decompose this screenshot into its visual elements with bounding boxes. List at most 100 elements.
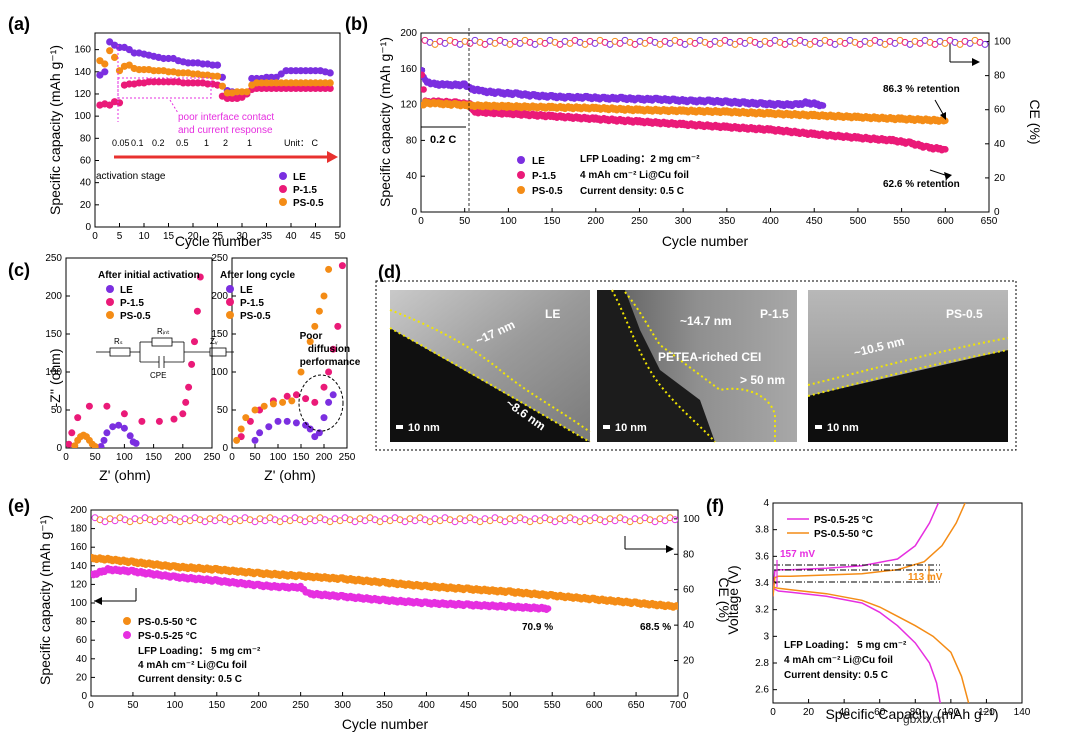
- ce-point: [966, 39, 974, 47]
- data-point: [256, 429, 264, 437]
- data-point: [306, 425, 314, 433]
- y-tick-label: 2.6: [755, 685, 769, 696]
- tem-phase: PETEA-riched CEI: [658, 350, 761, 364]
- ce-point: [916, 39, 924, 47]
- panel-d-frame: [375, 280, 1017, 451]
- data-point: [315, 429, 323, 437]
- x-tick-label: 500: [502, 700, 519, 711]
- ce-point: [661, 517, 669, 525]
- data-marks: [96, 38, 334, 109]
- panel-f-label: (f): [706, 496, 724, 516]
- data-point: [242, 414, 250, 422]
- legend-marker: [226, 311, 234, 319]
- y-tick-label: 4: [763, 498, 769, 509]
- info-line: Current density: 0.5 C: [580, 186, 684, 197]
- ce-point: [431, 40, 439, 48]
- data-point: [297, 368, 305, 376]
- retention-label: 86.3 % retention: [883, 84, 960, 95]
- data-point: [101, 68, 109, 76]
- x-tick-label: 200: [587, 216, 604, 227]
- x-tick-label: 650: [628, 700, 645, 711]
- ce-point: [806, 40, 814, 48]
- data-point: [101, 60, 109, 68]
- cei-boundary: [624, 291, 776, 442]
- data-point: [674, 603, 678, 611]
- rate-label: 0.2: [152, 138, 165, 148]
- ce-point: [476, 518, 484, 526]
- y-tick-label: 3.6: [755, 551, 769, 562]
- cei-boundary: [389, 309, 591, 433]
- rate-label: 0.2 C: [430, 134, 456, 146]
- y2-tick-label: 40: [683, 620, 695, 631]
- retention-label: 62.6 % retention: [883, 179, 960, 190]
- x-tick-label: 120: [978, 707, 995, 718]
- ce-point: [401, 518, 409, 526]
- ce-point: [386, 517, 394, 525]
- ce-point: [716, 39, 724, 47]
- data-point: [132, 439, 140, 447]
- retention-pointer-head: [940, 112, 946, 120]
- ce-point: [931, 40, 939, 48]
- x-tick-label: 15: [163, 231, 175, 242]
- legend-marker: [106, 285, 114, 293]
- y-tick-label: 3.4: [755, 578, 769, 589]
- y-tick-label: 150: [45, 329, 62, 340]
- y-tick-label: 3.8: [755, 525, 769, 536]
- data-marks: [421, 36, 989, 154]
- retention-label: 70.9 %: [522, 622, 553, 633]
- panel-a-legend: LE P-1.5 PS-0.5: [279, 172, 324, 209]
- legend-marker: [226, 285, 234, 293]
- panel-b: (b) 0 50 100 150 200 250 300 350 400 450 500 550 600…: [345, 14, 1043, 249]
- ce-point: [611, 517, 619, 525]
- data-point: [334, 322, 342, 330]
- ce-point: [906, 40, 914, 48]
- y-tick-label: 40: [80, 178, 92, 189]
- data-point: [91, 443, 99, 448]
- x-tick-label: 0: [418, 216, 424, 227]
- y-tick-label: 100: [211, 367, 228, 378]
- x-tick-label: 200: [250, 700, 267, 711]
- x-tick-label: 250: [204, 452, 221, 463]
- data-point: [246, 417, 254, 425]
- info-line: LFP Loading： 5 mg cm⁻²: [138, 646, 261, 657]
- x-tick-label: 50: [459, 216, 471, 227]
- scale-bar: [396, 425, 403, 429]
- y2-tick-label: 100: [994, 37, 1011, 48]
- data-point: [942, 146, 949, 153]
- ce-point: [856, 40, 864, 48]
- axis-title-x: Cycle number: [662, 233, 749, 249]
- ce-point: [666, 39, 674, 47]
- ce-point: [756, 40, 764, 48]
- ce-point: [636, 517, 644, 525]
- x-tick-label: 50: [127, 700, 139, 711]
- info-line: 4 mAh cm⁻² Li@Cu foil: [580, 170, 689, 181]
- axis-title-y2: CE (%): [1027, 99, 1043, 144]
- annotation-line: poor interface contact: [178, 112, 274, 123]
- ce-point: [326, 518, 334, 526]
- ce-point: [511, 517, 519, 525]
- panel-e-annotations: PS-0.5-50 °C PS-0.5-25 °C LFP Loading： 5…: [94, 536, 674, 685]
- panel-c2-axes: 0 50 100 150 200 250 0 50 100 150 200 250 Z' (ohm): [211, 253, 355, 483]
- x-tick-label: 140: [1014, 707, 1031, 718]
- data-point: [325, 368, 333, 376]
- x-tick-label: 25: [212, 231, 224, 242]
- panel-d-label: (d): [378, 262, 401, 282]
- panel-a-rate-annotations: 0.05 0.1 0.2 0.5 1 2 1 Unit： C activatio…: [96, 45, 338, 182]
- data-point: [292, 419, 300, 427]
- data-point: [320, 414, 328, 422]
- x-tick-label: 150: [145, 452, 162, 463]
- ce-point: [891, 39, 899, 47]
- retention-pointer: [934, 99, 944, 115]
- y-tick-label: 200: [400, 28, 417, 39]
- x-tick-label: 100: [943, 707, 960, 718]
- plot-frame: [65, 257, 213, 449]
- data-point: [213, 61, 222, 69]
- ce-point: [561, 517, 569, 525]
- data-point: [213, 72, 222, 80]
- ce-point: [486, 517, 494, 525]
- ce-point: [671, 516, 678, 524]
- data-point: [942, 117, 949, 125]
- data-point: [115, 99, 124, 107]
- legend-marker: [517, 156, 525, 164]
- ce-point: [251, 518, 259, 526]
